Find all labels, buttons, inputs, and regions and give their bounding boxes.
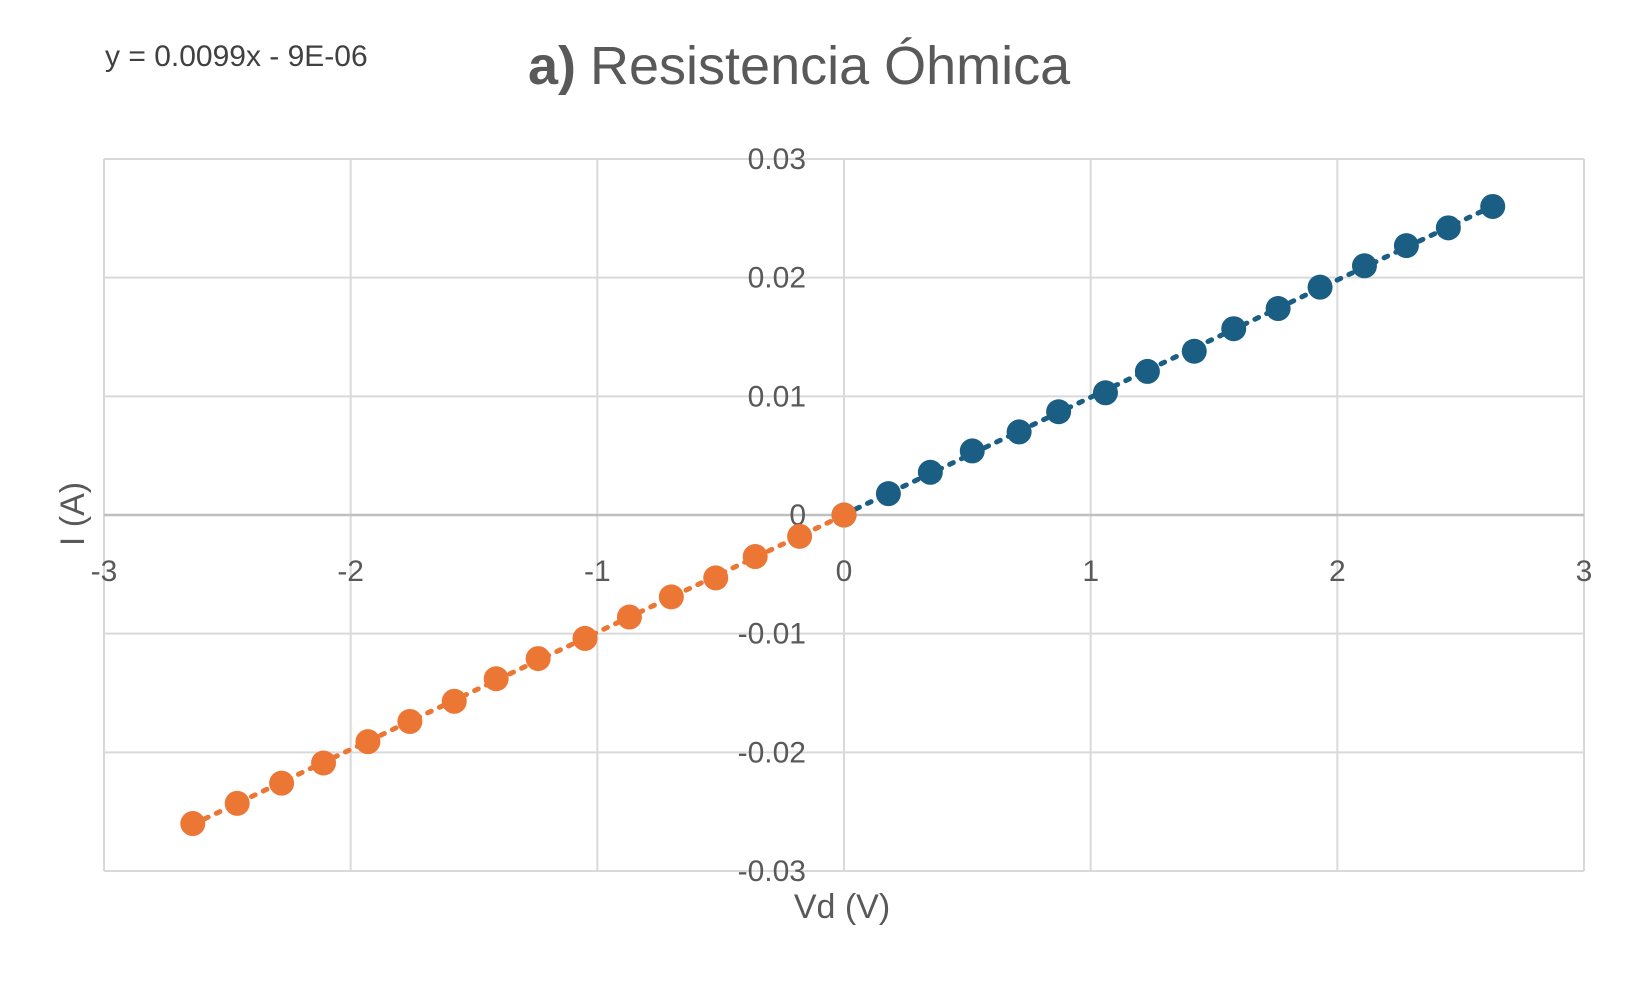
data-point: [1221, 316, 1247, 342]
trendline: [841, 203, 1496, 518]
y-tick-label: 0.02: [748, 262, 806, 295]
data-point: [875, 481, 901, 507]
y-tick-label: 0: [789, 499, 806, 532]
x-tick-label: -1: [584, 555, 611, 588]
data-point: [1046, 399, 1072, 425]
data-point: [787, 523, 813, 549]
x-tick-label: 0: [836, 555, 853, 588]
data-point: [1351, 253, 1377, 279]
data-point: [1181, 338, 1207, 364]
data-point: [441, 688, 467, 714]
y-tick-label: 0.01: [748, 380, 806, 413]
data-point: [269, 770, 295, 796]
data-point: [1307, 274, 1333, 300]
x-tick-label: 1: [1082, 555, 1099, 588]
x-tick-label: 3: [1576, 555, 1593, 588]
data-point: [1480, 193, 1506, 219]
y-tick-label: 0.03: [748, 143, 806, 176]
data-series: [180, 193, 1506, 837]
data-point: [397, 708, 423, 734]
x-tick-label: -2: [337, 555, 364, 588]
x-tick-label: 2: [1329, 555, 1346, 588]
data-point: [1435, 215, 1461, 241]
data-point: [1092, 380, 1118, 406]
y-axis-label: I (A): [54, 482, 92, 546]
data-point: [616, 604, 642, 630]
y-tick-label: -0.02: [738, 736, 806, 769]
data-point: [658, 584, 684, 610]
x-tick-label: -3: [91, 555, 118, 588]
data-point: [572, 625, 598, 651]
data-point: [959, 438, 985, 464]
trendline: [190, 512, 847, 827]
data-point: [483, 666, 509, 692]
series-0: [831, 193, 1506, 528]
data-point: [1006, 419, 1032, 445]
data-point: [831, 502, 857, 528]
data-point: [1265, 296, 1291, 322]
data-point: [742, 544, 768, 570]
y-tick-label: -0.01: [738, 618, 806, 651]
chart-title-text: Resistencia Óhmica: [590, 36, 1071, 96]
chart-title: a) Resistencia Óhmica: [528, 36, 1071, 96]
chart-title-prefix: a): [528, 36, 576, 96]
data-point: [525, 646, 551, 672]
data-point: [1134, 358, 1160, 384]
data-point: [1393, 233, 1419, 259]
data-point: [180, 811, 206, 837]
trendline-equation: y = 0.0099x - 9E-06: [105, 40, 368, 73]
tick-labels: -3 -2 -1 0 1 2 3 0.03 0.02 0.01 0 -0.01 -0.02 -0.03: [91, 143, 1593, 888]
data-point: [703, 565, 729, 591]
data-point: [917, 459, 943, 485]
y-tick-label: -0.03: [738, 855, 806, 888]
data-point: [311, 750, 337, 776]
data-point: [224, 790, 250, 816]
data-point: [355, 729, 381, 755]
series-1: [180, 502, 857, 837]
x-axis-label: Vd (V): [794, 888, 890, 926]
